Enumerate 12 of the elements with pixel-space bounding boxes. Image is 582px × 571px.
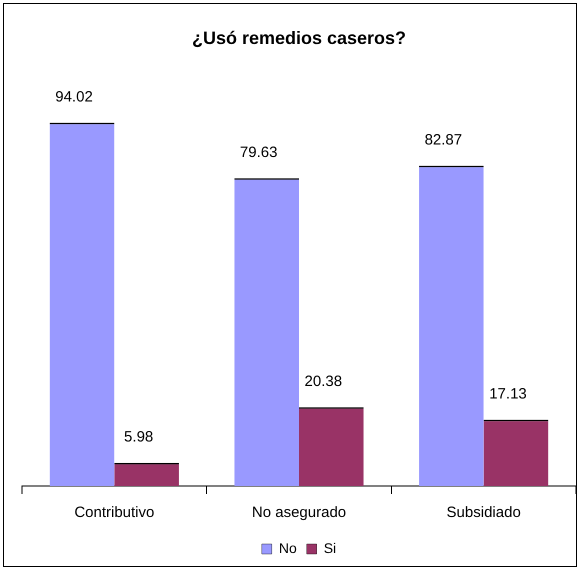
- legend-label: No: [278, 540, 297, 556]
- data-label: 94.02: [55, 88, 93, 106]
- x-tick-label: Contributivo: [74, 504, 154, 522]
- data-label: 82.87: [424, 131, 462, 148]
- data-label: 5.98: [124, 428, 154, 446]
- x-tick-label: Subsidiado: [446, 504, 521, 522]
- data-label: 17.13: [489, 385, 527, 402]
- data-label: 79.63: [240, 144, 278, 161]
- chart-title: ¿Usó remedios caseros?: [192, 28, 406, 48]
- legend-label: Si: [324, 540, 336, 556]
- x-tick-label: No asegurado: [252, 504, 346, 522]
- data-label: 20.38: [304, 372, 342, 390]
